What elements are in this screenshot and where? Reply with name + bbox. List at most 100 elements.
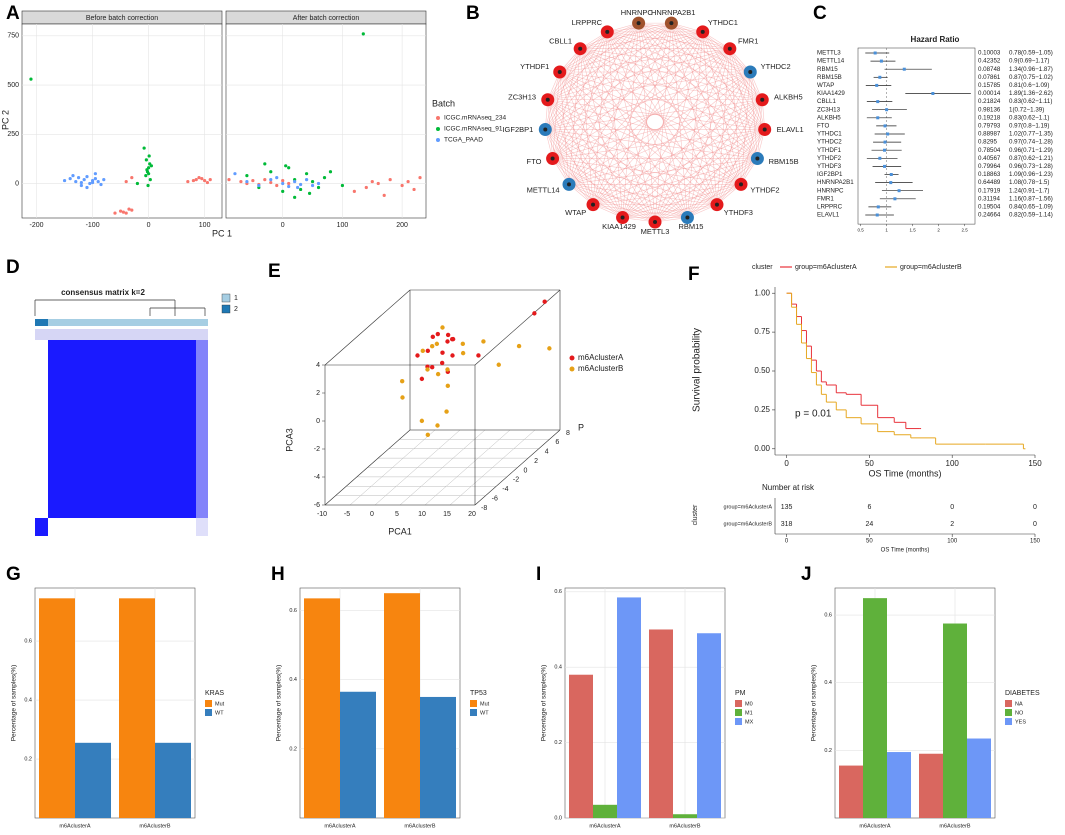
point [147, 154, 151, 158]
node-label: CBLL1 [549, 36, 572, 45]
edge [638, 22, 765, 130]
risk-table-ylabel: cluster [692, 504, 699, 525]
edge [559, 71, 656, 223]
edge [547, 71, 751, 101]
hr-label: 0.82(0.59−1.14) [1009, 212, 1053, 219]
node-label: RBM15B [769, 157, 799, 166]
bar [39, 598, 75, 818]
annotation: p = 0.01 [795, 409, 832, 420]
point [444, 409, 449, 414]
bar [340, 691, 376, 818]
gene-label: CBLL1 [817, 98, 836, 105]
edge [580, 48, 758, 159]
panel-letter: A [6, 3, 20, 24]
node-core [545, 97, 550, 102]
point [425, 432, 431, 438]
hr-label: 0.96(0.71−1.29) [1009, 147, 1053, 154]
point [191, 178, 196, 183]
edge [547, 99, 688, 218]
legend-label: m6AclusterA [578, 353, 624, 362]
edge [592, 158, 758, 205]
point [147, 172, 151, 176]
legend-label: Mut [215, 701, 225, 707]
edge [580, 48, 763, 101]
p-value: 0.8295 [978, 139, 997, 146]
edge [580, 48, 765, 130]
bar [304, 598, 340, 818]
point [310, 183, 315, 188]
y-tick-label: 0.4 [24, 698, 32, 704]
point [263, 162, 267, 166]
point [445, 367, 450, 372]
node-label: ELAVL1 [777, 125, 804, 134]
y-tick-label: 0.6 [289, 608, 297, 614]
y-tick-label: 0.2 [289, 746, 297, 752]
point [328, 170, 333, 174]
edge [568, 184, 656, 223]
x-tick-label: m6AclusterA [589, 823, 621, 829]
bar [617, 597, 641, 818]
point [287, 181, 291, 186]
edge [568, 22, 639, 185]
point [310, 179, 315, 184]
point [418, 176, 422, 180]
edge [559, 71, 758, 159]
gene-label: KIAA1429 [817, 90, 845, 97]
gene-label: METTL3 [817, 50, 841, 57]
bar [863, 598, 887, 818]
legend-label: MX [745, 719, 754, 725]
legend-title: TP53 [470, 690, 487, 697]
gene-label: HNRNPA2B1 [817, 179, 854, 186]
x-tick-label: -100 [86, 222, 100, 229]
edge [559, 71, 594, 205]
edge [579, 48, 742, 185]
panel-letter: F [688, 264, 700, 285]
x-tick-label: 50 [865, 459, 874, 468]
x-tick-label: 1.5 [909, 227, 916, 232]
z-axis-label: P [578, 422, 584, 432]
point [516, 343, 522, 349]
edge [552, 158, 688, 218]
hazard-ratio [876, 100, 880, 104]
edge [716, 48, 731, 205]
point [194, 177, 198, 182]
hr-label: 0.78(0.59−1.05) [1009, 50, 1053, 57]
risk-count: 135 [781, 504, 793, 511]
node-label: ZC3H13 [508, 93, 536, 102]
edge [729, 48, 765, 130]
x-tick-label: 2.5 [961, 227, 968, 232]
hazard-ratio [875, 213, 879, 217]
hazard-ratio [885, 108, 889, 112]
point [425, 348, 431, 354]
edge [622, 158, 758, 218]
x-tick-label: 15 [443, 511, 451, 518]
edge [579, 48, 623, 218]
point [149, 164, 154, 168]
node-core [714, 202, 719, 207]
y-tick-label: 0.2 [824, 748, 832, 754]
cluster-bar [48, 319, 208, 326]
point [203, 178, 207, 183]
legend-title: cluster [752, 264, 773, 271]
point [118, 209, 123, 213]
risk-table-title: Number at risk [762, 483, 815, 492]
edge [606, 31, 656, 223]
legend-label: WT [480, 710, 489, 716]
hazard-ratio [886, 132, 890, 136]
p-value: 0.88987 [978, 131, 1001, 138]
bar [919, 753, 943, 818]
edge [552, 22, 639, 159]
point [284, 164, 288, 168]
point [29, 77, 33, 81]
p-value: 0.21824 [978, 98, 1001, 105]
edge [559, 71, 763, 101]
edge [654, 31, 704, 223]
point [93, 177, 97, 181]
edge [622, 129, 765, 218]
bar [569, 674, 593, 818]
y-tick-label: -6 [314, 502, 320, 509]
edge [592, 31, 703, 205]
p-value: 0.10003 [978, 50, 1001, 57]
chart-title: consensus matrix k=2 [61, 288, 145, 297]
